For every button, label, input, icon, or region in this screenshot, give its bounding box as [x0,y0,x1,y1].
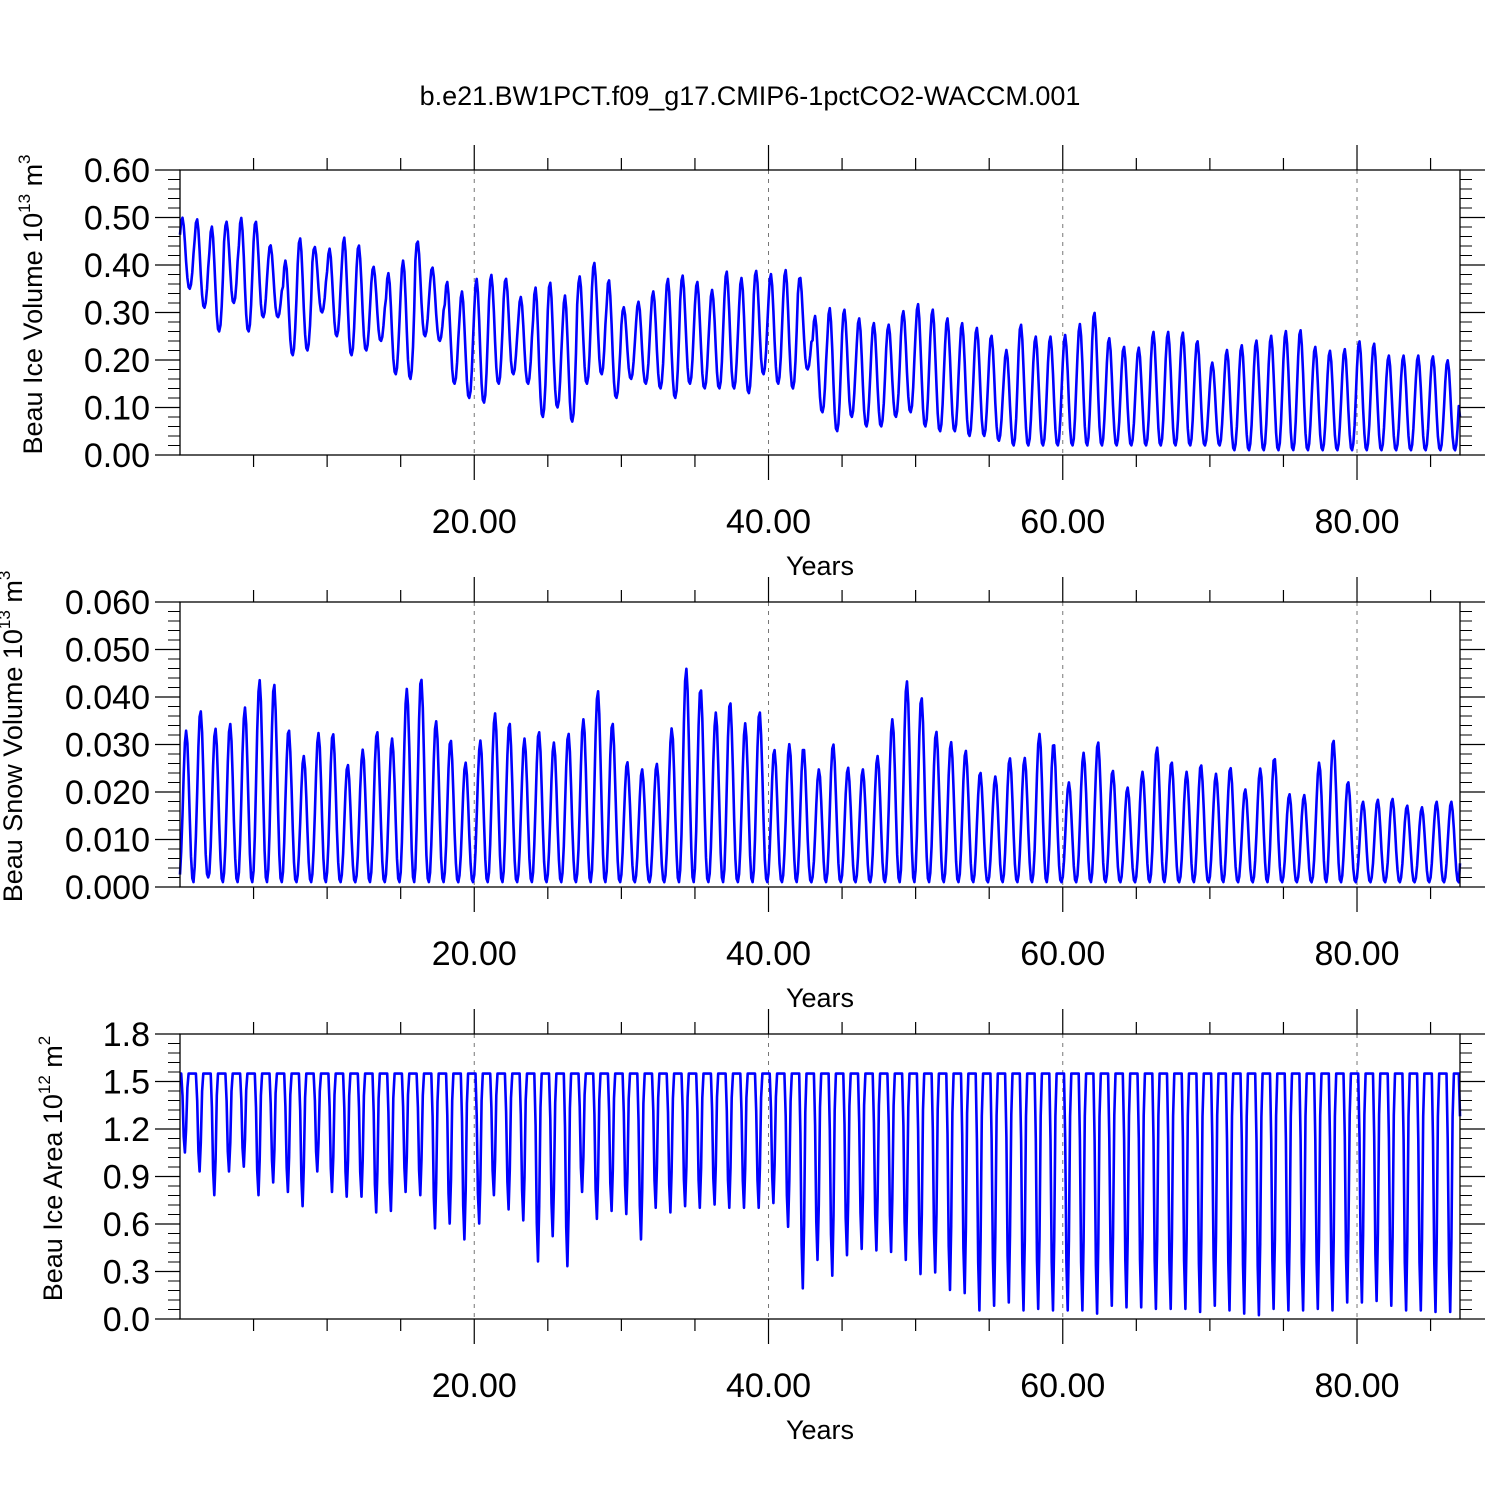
x-axis-label: Years [786,1415,854,1445]
y-tick-label: 0.6 [103,1206,150,1244]
panel-2: 0.000 0.010 0.020 0.030 0.040 0.050 0.060 20.00… [0,571,1485,1013]
x-tick-label: 60.00 [1020,935,1105,973]
y-tick-label: 0.30 [84,295,150,333]
y-axis-label-text: Beau Snow Volume 10 [0,629,28,902]
y-tick-label: 1.8 [103,1016,150,1054]
y-axis-label-text: m [18,164,48,194]
y-tick-label: 0.9 [103,1159,150,1197]
y-tick-label: 0.040 [65,679,150,717]
y-axis-label-superscript: 13 [15,194,34,213]
x-tick-label: 20.00 [432,1367,517,1405]
y-axis-label-text: Beau Ice Area 10 [38,1094,68,1301]
x-tick-label: 80.00 [1314,503,1399,541]
y-axis-label-text: Beau Ice Volume 10 [18,213,48,455]
panels: 0.00 0.10 0.20 0.30 0.40 0.50 0.60 20.00 40.00 60… [0,145,1485,1445]
y-tick-label: 0.50 [84,200,150,238]
y-axis-label-superscript: 12 [35,1075,54,1094]
panel-1: 0.00 0.10 0.20 0.30 0.40 0.50 0.60 20.00 40.00 60… [15,145,1485,581]
y-tick-label: 1.2 [103,1111,150,1149]
y-tick-label: 0.000 [65,869,150,907]
y-tick-label: 0.00 [84,437,150,475]
y-tick-label: 0.10 [84,390,150,428]
y-tick-label: 0.3 [103,1254,150,1292]
figure-title: b.e21.BW1PCT.f09_g17.CMIP6-1pctCO2-WACCM… [420,81,1081,111]
x-tick-label: 80.00 [1314,935,1399,973]
y-tick-label: 0.030 [65,727,150,765]
x-axis-label: Years [786,551,854,581]
series-line [179,1072,1462,1317]
series-line [178,667,1462,884]
y-tick-label: 0.010 [65,822,150,860]
y-axis-label: Beau Snow Volume 1013 m3 [0,571,28,903]
y-axis-label: Beau Ice Area 1012 m2 [35,1036,68,1302]
y-tick-label: 0.050 [65,632,150,670]
x-tick-label: 20.00 [432,935,517,973]
y-tick-label: 0.020 [65,774,150,812]
y-tick-label: 0.20 [84,342,150,380]
panel-3: 0.0 0.3 0.6 0.9 1.2 1.5 1.8 20.00 40.00 60.00 80.0… [35,1009,1485,1445]
y-axis-label-text: m [0,580,28,610]
y-tick-label: 0.0 [103,1301,150,1339]
y-tick-label: 0.060 [65,584,150,622]
y-tick-label: 0.40 [84,247,150,285]
y-axis-label-text: m [38,1045,68,1075]
y-axis-label-superscript: 3 [0,571,14,580]
x-tick-label: 60.00 [1020,1367,1105,1405]
y-axis-label-superscript: 2 [35,1036,54,1045]
x-tick-label: 40.00 [726,503,811,541]
y-tick-label: 1.5 [103,1064,150,1102]
series-line [178,216,1462,452]
x-tick-label: 40.00 [726,1367,811,1405]
y-axis-label: Beau Ice Volume 1013 m3 [15,154,48,454]
x-tick-label: 60.00 [1020,503,1105,541]
y-axis-label-superscript: 3 [15,154,34,163]
y-axis-label-superscript: 13 [0,610,14,629]
x-tick-label: 80.00 [1314,1367,1399,1405]
x-tick-label: 20.00 [432,503,517,541]
y-tick-label: 0.60 [84,152,150,190]
x-axis-label: Years [786,983,854,1013]
x-tick-label: 40.00 [726,935,811,973]
